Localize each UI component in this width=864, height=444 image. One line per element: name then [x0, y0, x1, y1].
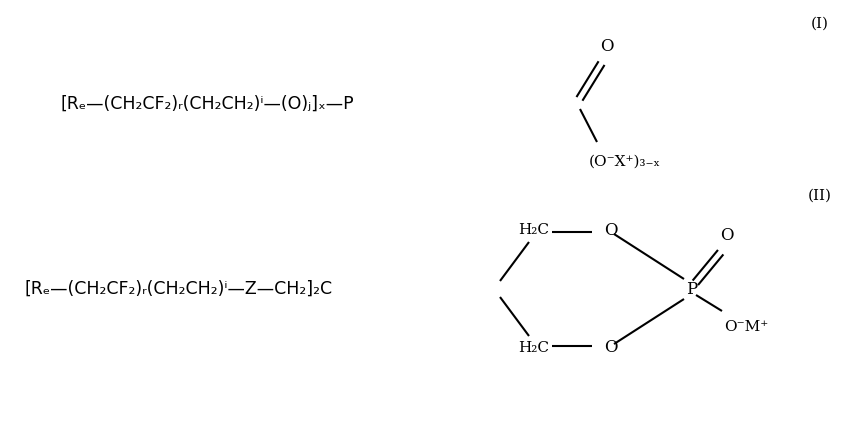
Text: (O⁻X⁺)₃₋ₓ: (O⁻X⁺)₃₋ₓ [589, 155, 661, 169]
Text: (I): (I) [811, 17, 829, 31]
Text: O⁻M⁺: O⁻M⁺ [724, 320, 768, 334]
Text: [Rₑ—(CH₂CF₂)ᵣ(CH₂CH₂)ⁱ—(O)ⱼ]ₓ—P: [Rₑ—(CH₂CF₂)ᵣ(CH₂CH₂)ⁱ—(O)ⱼ]ₓ—P [60, 95, 353, 113]
Text: P: P [686, 281, 697, 297]
Text: O: O [721, 226, 734, 243]
Text: O: O [604, 340, 618, 357]
Text: O: O [600, 37, 613, 55]
Text: (II): (II) [808, 189, 832, 203]
Text: H₂C: H₂C [518, 223, 550, 237]
Text: [Rₑ—(CH₂CF₂)ᵣ(CH₂CH₂)ⁱ—Z—CH₂]₂C: [Rₑ—(CH₂CF₂)ᵣ(CH₂CH₂)ⁱ—Z—CH₂]₂C [25, 280, 334, 298]
Text: H₂C: H₂C [518, 341, 550, 355]
Text: O: O [604, 222, 618, 238]
